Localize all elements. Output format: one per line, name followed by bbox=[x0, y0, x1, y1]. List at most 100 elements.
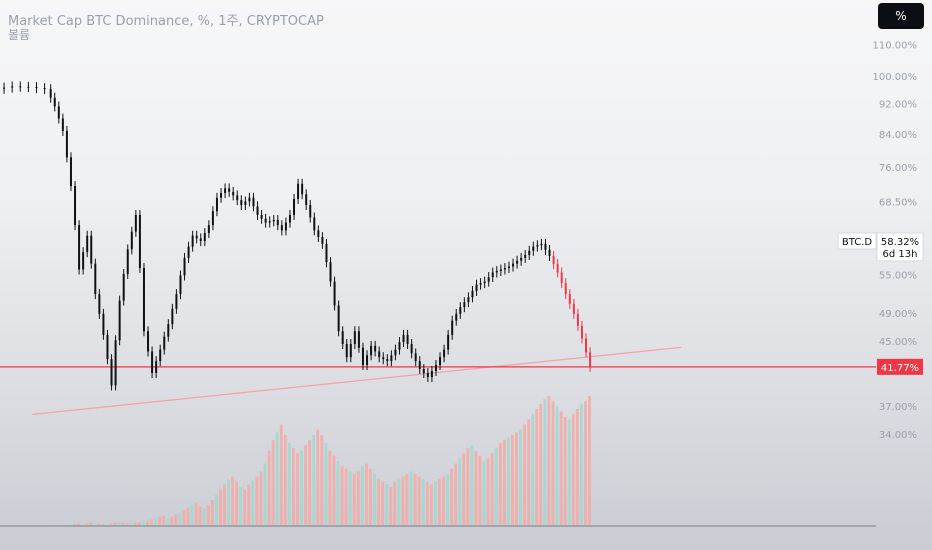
price-candle bbox=[138, 214, 141, 269]
volume-bar bbox=[511, 435, 514, 526]
volume-bar bbox=[579, 403, 583, 526]
price-candles bbox=[3, 81, 592, 391]
price-candle bbox=[317, 230, 320, 238]
hline-price-label: 41.77% bbox=[877, 358, 923, 375]
price-candle bbox=[69, 157, 72, 187]
price-candle bbox=[215, 197, 218, 212]
svg-text:6d 13h: 6d 13h bbox=[883, 249, 918, 260]
volume-bar bbox=[515, 432, 518, 526]
price-candle bbox=[349, 343, 352, 358]
y-tick-label: 49.00% bbox=[879, 309, 917, 320]
price-candle bbox=[49, 89, 52, 98]
recent-candle bbox=[585, 338, 588, 353]
percent-scale-button[interactable]: % bbox=[878, 3, 924, 29]
volume-bar bbox=[81, 524, 84, 526]
volume-bar bbox=[93, 523, 97, 526]
price-candle bbox=[394, 349, 397, 356]
y-tick-label: 110.00% bbox=[873, 40, 918, 51]
svg-text:41.77%: 41.77% bbox=[881, 363, 919, 374]
price-candle bbox=[483, 281, 486, 284]
volume-bar bbox=[482, 461, 486, 526]
volume-bar bbox=[162, 515, 166, 526]
recent-candle bbox=[572, 303, 575, 314]
y-tick-label: 37.00% bbox=[879, 402, 917, 413]
price-candle bbox=[487, 276, 490, 282]
volume-bar bbox=[328, 450, 332, 526]
recent-candle bbox=[556, 264, 559, 273]
price-candle bbox=[57, 106, 60, 119]
price-candle bbox=[491, 272, 494, 277]
symbol-label: BTC.D bbox=[837, 232, 877, 250]
trendline[interactable] bbox=[32, 346, 682, 415]
volume-bar bbox=[137, 522, 141, 526]
volume-bar bbox=[210, 500, 214, 526]
volume-bar bbox=[584, 401, 587, 526]
volume-bar bbox=[154, 518, 157, 526]
price-candle bbox=[82, 252, 85, 270]
price-candle bbox=[548, 249, 551, 257]
price-candle bbox=[507, 266, 510, 269]
volume-bar bbox=[360, 466, 364, 526]
volume-bar bbox=[283, 435, 287, 526]
volume-bar bbox=[292, 448, 295, 526]
volume-bar bbox=[454, 463, 458, 526]
price-candle bbox=[463, 302, 466, 308]
volume-bar bbox=[73, 524, 76, 526]
volume-bar bbox=[174, 514, 178, 526]
price-candle bbox=[378, 351, 381, 358]
price-candle bbox=[199, 238, 202, 242]
price-candle bbox=[272, 220, 275, 222]
volume-bar bbox=[235, 481, 239, 526]
price-candle bbox=[147, 331, 150, 352]
volume-bar bbox=[223, 484, 226, 526]
svg-text:58.32%: 58.32% bbox=[881, 237, 919, 248]
volume-bar bbox=[466, 448, 470, 526]
volume-bar bbox=[438, 479, 441, 526]
volume-bar bbox=[198, 506, 202, 526]
volume-bar bbox=[535, 409, 539, 526]
price-candle bbox=[293, 198, 296, 215]
y-tick-label: 92.00% bbox=[879, 100, 917, 111]
price-candle bbox=[106, 334, 109, 360]
volume-bar bbox=[113, 522, 117, 526]
price-candle bbox=[252, 197, 255, 207]
volume-bar bbox=[567, 419, 571, 526]
price-candle bbox=[337, 305, 340, 332]
price-candle bbox=[361, 347, 364, 366]
price-candle bbox=[171, 308, 174, 325]
recent-candle bbox=[564, 283, 567, 295]
price-candle bbox=[244, 201, 247, 206]
price-candle bbox=[203, 233, 206, 242]
volume-bar bbox=[300, 450, 303, 526]
price-candle bbox=[447, 334, 450, 350]
volume-bar bbox=[425, 481, 429, 526]
volume-bar bbox=[352, 474, 356, 526]
volume-bar bbox=[450, 468, 454, 526]
volume-bar bbox=[336, 461, 340, 526]
price-candle bbox=[122, 273, 125, 301]
price-candle bbox=[382, 357, 385, 360]
volume-bar bbox=[243, 489, 247, 526]
price-candle bbox=[61, 118, 64, 131]
price-candle bbox=[27, 86, 30, 88]
volume-bar bbox=[506, 437, 510, 526]
price-candle bbox=[126, 249, 129, 274]
volume-bar bbox=[385, 484, 389, 526]
volume-bar bbox=[105, 524, 109, 526]
volume-bar bbox=[117, 522, 121, 526]
recent-candle bbox=[589, 352, 592, 367]
price-candle bbox=[366, 355, 369, 366]
price-candle bbox=[390, 355, 393, 362]
volume-bar bbox=[523, 424, 527, 526]
price-candle bbox=[90, 235, 93, 264]
volume-bar bbox=[421, 479, 425, 526]
price-candle bbox=[422, 368, 425, 374]
price-candle bbox=[183, 257, 186, 276]
price-candle bbox=[130, 231, 133, 250]
price-candle bbox=[276, 220, 279, 226]
price-candle bbox=[398, 342, 401, 350]
volume-bar bbox=[320, 435, 324, 526]
price-candle bbox=[418, 361, 421, 369]
price-candle bbox=[280, 225, 283, 231]
